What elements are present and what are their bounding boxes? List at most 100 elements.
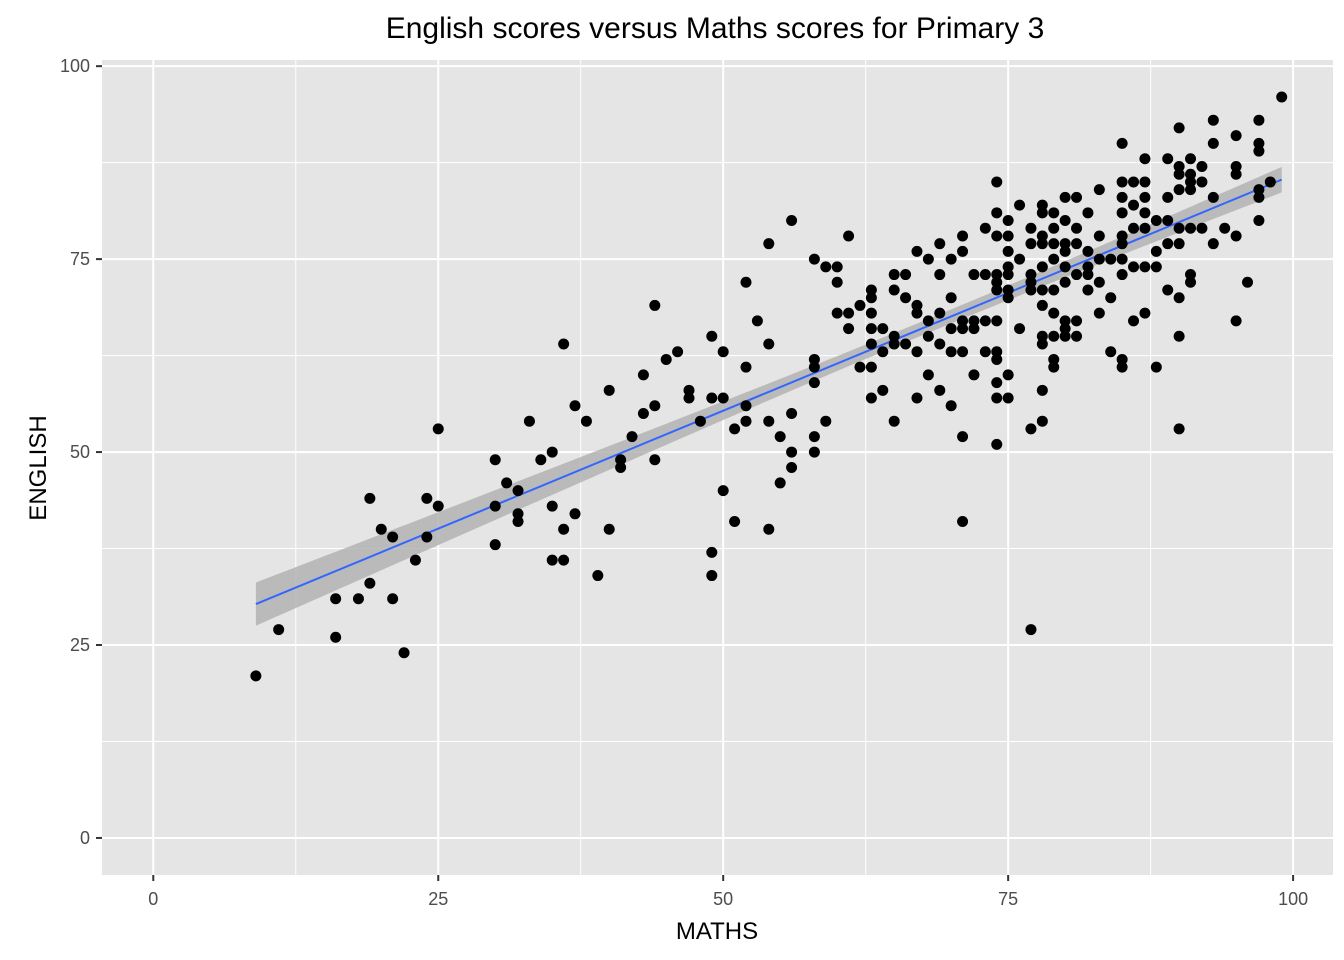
data-point <box>1071 238 1083 250</box>
data-point <box>1185 176 1197 188</box>
data-point <box>1002 392 1014 404</box>
data-point <box>409 554 421 566</box>
data-point <box>934 307 946 319</box>
data-point <box>1196 222 1208 234</box>
data-point <box>1185 222 1197 234</box>
data-point <box>717 485 729 497</box>
data-point <box>1048 361 1060 373</box>
data-point <box>751 315 763 327</box>
data-point <box>1116 176 1128 188</box>
data-point <box>1014 253 1026 265</box>
data-point <box>1196 176 1208 188</box>
data-point <box>945 346 957 358</box>
data-point <box>843 323 855 335</box>
data-point <box>1025 284 1037 296</box>
data-point <box>979 346 991 358</box>
data-point <box>1059 191 1071 203</box>
data-point <box>888 338 900 350</box>
data-point <box>1139 261 1151 273</box>
data-point <box>364 577 376 589</box>
data-point <box>922 315 934 327</box>
data-point <box>1185 153 1197 165</box>
data-point <box>900 269 912 281</box>
data-point <box>706 546 718 558</box>
data-point <box>1059 330 1071 342</box>
data-point <box>808 446 820 458</box>
data-point <box>1048 330 1060 342</box>
data-point <box>1071 222 1083 234</box>
data-point <box>991 207 1003 219</box>
data-point <box>592 570 604 582</box>
data-point <box>774 477 786 489</box>
x-axis-title: MATHS <box>676 918 758 945</box>
data-point <box>1014 323 1026 335</box>
data-point <box>877 323 889 335</box>
data-point <box>820 261 832 273</box>
data-point <box>740 400 752 412</box>
x-tick-label: 0 <box>148 889 158 909</box>
data-point <box>352 593 364 605</box>
data-point <box>877 384 889 396</box>
data-point <box>991 269 1003 281</box>
data-point <box>1173 238 1185 250</box>
data-point <box>740 361 752 373</box>
data-point <box>364 492 376 504</box>
data-point <box>957 245 969 257</box>
data-point <box>1253 184 1265 196</box>
data-point <box>421 492 433 504</box>
data-point <box>786 407 798 419</box>
data-point <box>854 361 866 373</box>
data-point <box>1036 230 1048 242</box>
data-point <box>865 323 877 335</box>
data-point <box>843 230 855 242</box>
data-point <box>387 531 399 543</box>
data-point <box>911 307 923 319</box>
data-point <box>1048 284 1060 296</box>
data-point <box>979 315 991 327</box>
data-point <box>1093 276 1105 288</box>
data-point <box>957 230 969 242</box>
data-point <box>1139 176 1151 188</box>
data-point <box>512 485 524 497</box>
data-point <box>501 477 513 489</box>
data-point <box>1150 245 1162 257</box>
y-axis-title: ENGLISH <box>25 415 52 520</box>
data-point <box>991 315 1003 327</box>
data-point <box>1173 423 1185 435</box>
data-point <box>569 508 581 520</box>
data-point <box>945 323 957 335</box>
data-point <box>1036 384 1048 396</box>
data-point <box>1185 269 1197 281</box>
data-point <box>489 539 501 551</box>
data-point <box>1139 207 1151 219</box>
data-point <box>786 215 798 227</box>
major-gridlines <box>102 60 1333 875</box>
x-tick-label: 25 <box>428 889 448 909</box>
data-point <box>763 523 775 535</box>
data-point <box>1253 215 1265 227</box>
data-point <box>1048 253 1060 265</box>
data-point <box>1264 176 1276 188</box>
data-point <box>649 299 661 311</box>
data-point <box>1025 276 1037 288</box>
data-point <box>546 446 558 458</box>
data-point <box>831 276 843 288</box>
data-point <box>1207 191 1219 203</box>
data-point <box>1036 330 1048 342</box>
data-point <box>512 516 524 528</box>
data-point <box>523 415 535 427</box>
data-point <box>831 307 843 319</box>
data-point <box>968 315 980 327</box>
data-point <box>558 523 570 535</box>
data-point <box>1185 184 1197 196</box>
data-point <box>820 415 832 427</box>
data-point <box>991 377 1003 389</box>
data-point <box>1048 307 1060 319</box>
data-point <box>1071 330 1083 342</box>
data-point <box>888 330 900 342</box>
data-point <box>1059 245 1071 257</box>
data-point <box>740 276 752 288</box>
data-point <box>1048 222 1060 234</box>
data-point <box>922 369 934 381</box>
